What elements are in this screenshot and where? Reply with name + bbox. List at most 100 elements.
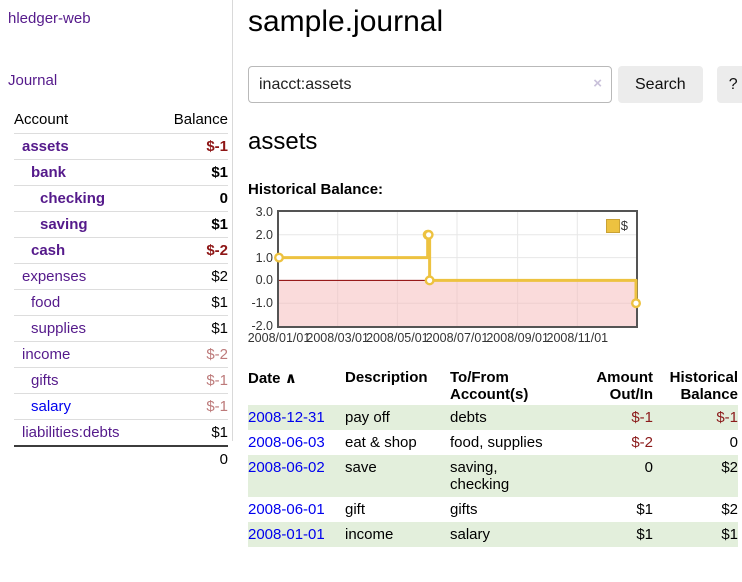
account-balance: $-2 bbox=[155, 237, 228, 264]
account-row: supplies $1 bbox=[14, 315, 228, 342]
transaction-accounts: gifts bbox=[450, 501, 478, 518]
chart-y-labels: 3.0 2.0 1.0 0.0 -1.0 -2.0 bbox=[248, 205, 273, 333]
chart-plot: $ bbox=[274, 210, 642, 328]
help-button[interactable]: ? bbox=[716, 66, 742, 103]
transaction-accounts: food, supplies bbox=[450, 434, 543, 451]
transaction-description: income bbox=[345, 526, 394, 543]
legend-label: $ bbox=[620, 218, 628, 233]
search-button[interactable]: Search bbox=[618, 66, 703, 103]
sidebar-account-link[interactable]: liabilities:debts bbox=[22, 424, 120, 441]
transaction-date-link[interactable]: 2008-12-31 bbox=[248, 409, 325, 426]
transaction-row: 2008-06-01 gift gifts $1 $2 bbox=[248, 497, 738, 522]
transaction-accounts: salary bbox=[450, 526, 491, 543]
transaction-date-link[interactable]: 2008-06-03 bbox=[248, 434, 325, 451]
transaction-row: 2008-06-02 save saving, checking 0 $2 bbox=[248, 455, 738, 497]
account-balance: $1 bbox=[155, 211, 228, 238]
transaction-accounts: debts bbox=[450, 409, 487, 426]
sidebar-item-journal[interactable]: Journal bbox=[8, 72, 58, 89]
y-axis-tick-label: 1.0 bbox=[255, 250, 273, 265]
y-axis-tick-label: 0.0 bbox=[255, 273, 273, 288]
account-row: assets $-1 bbox=[14, 133, 228, 160]
sidebar: hledger-web Journal Account Balance asse… bbox=[0, 0, 233, 472]
account-balance: $-1 bbox=[155, 393, 228, 420]
x-axis-tick-label: 2008/11/01 bbox=[546, 331, 609, 345]
account-heading: assets bbox=[248, 128, 318, 155]
transactions-body: 2008-12-31 pay off debts $-1 $-1 2008-06-03 ea… bbox=[248, 405, 738, 547]
account-balance: $-2 bbox=[155, 341, 228, 368]
sidebar-account-link[interactable]: salary bbox=[31, 398, 72, 415]
account-column-header: Account bbox=[14, 108, 156, 134]
transaction-amount: $-2 bbox=[631, 434, 653, 451]
search-input[interactable] bbox=[248, 66, 612, 103]
y-axis-tick-label: 3.0 bbox=[255, 205, 273, 219]
account-row: cash $-2 bbox=[14, 237, 228, 264]
account-row: gifts $-1 bbox=[14, 367, 228, 394]
amount-column-header: Amount Out/In bbox=[596, 369, 653, 403]
transaction-amount: 0 bbox=[644, 459, 653, 476]
account-balance: $-1 bbox=[155, 133, 228, 160]
sidebar-account-link[interactable]: saving bbox=[40, 216, 88, 233]
y-axis-tick-label: -1.0 bbox=[251, 296, 273, 311]
account-balance: $1 bbox=[155, 315, 228, 342]
transactions-table: Date ∧ Description To/From Account(s) Am… bbox=[248, 367, 738, 547]
transaction-accounts: saving, checking bbox=[450, 459, 510, 493]
account-row: checking 0 bbox=[14, 185, 228, 212]
page-title: sample.journal bbox=[248, 5, 444, 38]
account-total-row: 0 bbox=[14, 445, 228, 472]
account-row: bank $1 bbox=[14, 159, 228, 186]
transaction-date-link[interactable]: 2008-01-01 bbox=[248, 526, 325, 543]
transaction-description: eat & shop bbox=[345, 434, 417, 451]
chart-legend: $ bbox=[605, 218, 628, 233]
account-balance-table: Account Balance assets $-1 bank $1 checking 0… bbox=[14, 108, 228, 472]
main-content: sample.journal × Search ? assets Histori… bbox=[248, 0, 742, 547]
sidebar-account-link[interactable]: assets bbox=[22, 138, 69, 155]
legend-swatch-icon bbox=[605, 218, 620, 233]
sidebar-account-link[interactable]: food bbox=[31, 294, 61, 311]
account-row: food $1 bbox=[14, 289, 228, 316]
chart-x-labels: 2008/01/01 2008/03/01 2008/05/01 2008/07/01… bbox=[248, 331, 636, 347]
account-row: saving $1 bbox=[14, 211, 228, 238]
sidebar-account-link[interactable]: gifts bbox=[31, 372, 59, 389]
historical-balance-chart: 3.0 2.0 1.0 0.0 -1.0 -2.0 $ 2008/01/01 2008/03… bbox=[248, 205, 738, 352]
transaction-row: 2008-06-03 eat & shop food, supplies $-2 0 bbox=[248, 430, 738, 455]
transaction-amount: $1 bbox=[636, 501, 653, 518]
balance-column-header: Balance bbox=[155, 108, 228, 134]
transaction-balance: $2 bbox=[721, 501, 738, 518]
total-balance: 0 bbox=[155, 445, 228, 472]
transaction-balance: $1 bbox=[721, 526, 738, 543]
transaction-balance: $2 bbox=[721, 459, 738, 476]
account-balance: $-1 bbox=[155, 367, 228, 394]
transaction-description: pay off bbox=[345, 409, 390, 426]
y-axis-tick-label: 2.0 bbox=[255, 227, 273, 242]
sidebar-account-link[interactable]: checking bbox=[40, 190, 106, 207]
x-axis-tick-label: 2008/03/01 bbox=[306, 331, 369, 345]
sort-ascending-icon: ∧ bbox=[284, 370, 297, 387]
transaction-balance: 0 bbox=[729, 434, 738, 451]
x-axis-tick-label: 2008/05/01 bbox=[366, 331, 429, 345]
clear-search-icon[interactable]: × bbox=[593, 75, 602, 92]
sidebar-account-link[interactable]: income bbox=[22, 346, 71, 363]
transaction-amount: $-1 bbox=[631, 409, 653, 426]
sidebar-account-link[interactable]: supplies bbox=[31, 320, 87, 337]
search-bar: × Search ? bbox=[248, 66, 742, 103]
x-axis-tick-label: 2008/09/01 bbox=[486, 331, 549, 345]
balance-column-header-main: Historical Balance bbox=[669, 369, 738, 403]
transaction-row: 2008-12-31 pay off debts $-1 $-1 bbox=[248, 405, 738, 430]
date-column-header[interactable]: Date ∧ bbox=[248, 370, 297, 387]
tofrom-column-header: To/From Account(s) bbox=[450, 369, 529, 403]
sidebar-account-link[interactable]: bank bbox=[31, 164, 67, 181]
chart-title: Historical Balance: bbox=[248, 181, 384, 198]
y-axis-tick-label: -2.0 bbox=[251, 319, 273, 333]
app-brand-link[interactable]: hledger-web bbox=[8, 10, 91, 27]
account-balance: $1 bbox=[155, 159, 228, 186]
transaction-row: 2008-01-01 income salary $1 $1 bbox=[248, 522, 738, 547]
sidebar-account-link[interactable]: expenses bbox=[22, 268, 87, 285]
sidebar-account-link[interactable]: cash bbox=[31, 242, 66, 259]
account-row: income $-2 bbox=[14, 341, 228, 368]
x-axis-tick-label: 2008/07/01 bbox=[425, 331, 489, 345]
account-balance: $1 bbox=[155, 419, 228, 447]
transaction-date-link[interactable]: 2008-06-01 bbox=[248, 501, 325, 518]
transaction-date-link[interactable]: 2008-06-02 bbox=[248, 459, 325, 476]
transaction-description: save bbox=[345, 459, 377, 476]
x-axis-tick-label: 2008/01/01 bbox=[247, 331, 311, 345]
